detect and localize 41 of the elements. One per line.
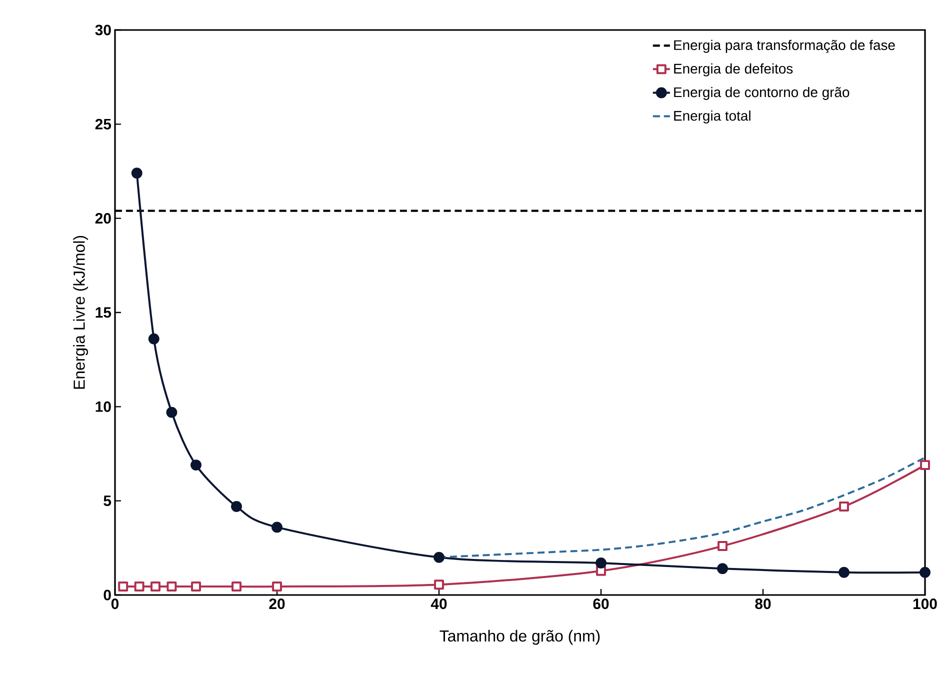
point xyxy=(920,460,930,470)
x-tick-label: 0 xyxy=(111,598,119,610)
point xyxy=(131,168,142,179)
point xyxy=(190,460,202,471)
point xyxy=(839,501,849,512)
point xyxy=(232,582,242,592)
y-tick-label: 0 xyxy=(104,590,111,600)
point xyxy=(838,566,850,578)
point xyxy=(118,582,128,592)
y-tick-label: 20 xyxy=(95,213,111,224)
point xyxy=(920,566,930,578)
y-tick-label: 30 xyxy=(95,24,111,36)
point xyxy=(272,522,282,533)
point xyxy=(148,333,160,344)
point xyxy=(718,541,728,552)
point xyxy=(134,582,144,592)
point xyxy=(191,582,201,592)
legend-label: Energia total xyxy=(674,110,750,124)
point xyxy=(434,580,444,590)
legend-label: Energia para transformação de fase xyxy=(674,40,895,53)
x-tick-label: 60 xyxy=(593,598,609,610)
x-tick-label: 40 xyxy=(430,598,447,610)
legend-label: Energia de defeitos xyxy=(674,63,793,76)
point xyxy=(434,552,444,563)
point xyxy=(231,501,242,512)
y-tick-label: 5 xyxy=(104,496,112,506)
legend-label: Energia de contorno de grão xyxy=(674,86,850,100)
point xyxy=(166,582,177,592)
x-tick-label: 20 xyxy=(269,598,285,610)
point xyxy=(596,558,606,568)
point xyxy=(717,563,728,574)
y-tick-label: 15 xyxy=(96,307,112,318)
point xyxy=(272,582,282,592)
y-tick-label: 10 xyxy=(96,401,111,412)
point xyxy=(166,406,178,418)
y-axis-title: Energia Livre (kJ/mol) xyxy=(73,236,88,389)
x-tick-label: 100 xyxy=(913,598,937,610)
x-tick-label: 80 xyxy=(755,598,771,610)
point xyxy=(150,582,160,592)
y-tick-label: 25 xyxy=(95,118,112,130)
x-axis-title: Tamanho de grão (nm) xyxy=(440,630,600,645)
